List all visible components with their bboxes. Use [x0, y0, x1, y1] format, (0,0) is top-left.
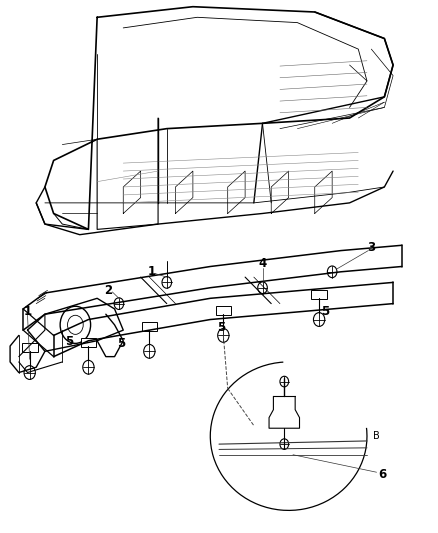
Text: 6: 6: [378, 468, 386, 481]
FancyBboxPatch shape: [311, 290, 327, 300]
Text: 3: 3: [367, 241, 375, 254]
Text: 5: 5: [65, 335, 73, 348]
FancyBboxPatch shape: [141, 321, 157, 331]
Text: 5: 5: [321, 305, 330, 318]
Text: 1: 1: [24, 305, 32, 318]
FancyBboxPatch shape: [215, 306, 231, 316]
FancyBboxPatch shape: [22, 343, 38, 352]
Text: 2: 2: [104, 284, 112, 297]
FancyBboxPatch shape: [81, 337, 96, 347]
Text: 1: 1: [148, 265, 155, 278]
Text: 5: 5: [117, 337, 125, 350]
Text: 5: 5: [217, 321, 225, 334]
Text: B: B: [373, 431, 380, 441]
Text: 4: 4: [258, 257, 267, 270]
